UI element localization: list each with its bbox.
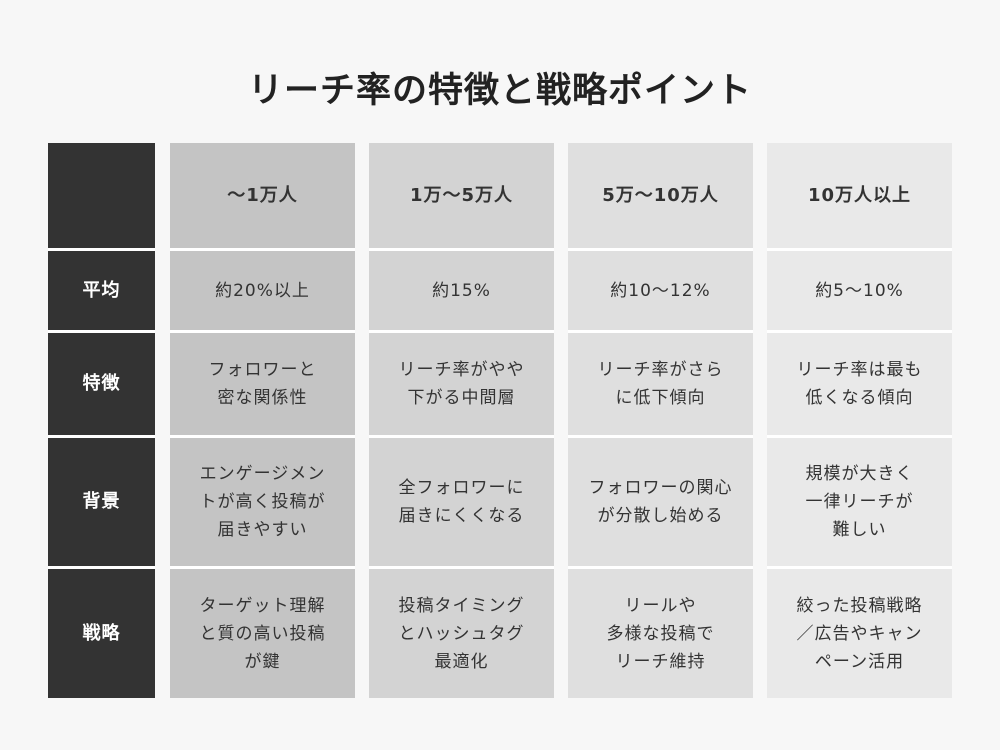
column-header: 10万人以上 [767, 143, 952, 251]
average-cell: 約20%以上 [170, 251, 355, 333]
column-10k-50k: 1万〜5万人 約15% リーチ率がやや 下がる中間層 全フォロワーに 届きにくく… [369, 143, 554, 698]
row-label-average: 平均 [48, 251, 155, 333]
background-cell: フォロワーの関心 が分散し始める [568, 438, 753, 569]
average-cell: 約5〜10% [767, 251, 952, 333]
background-cell: 全フォロワーに 届きにくくなる [369, 438, 554, 569]
row-label-strategy: 戦略 [48, 569, 155, 698]
average-cell: 約10〜12% [568, 251, 753, 333]
strategy-cell: ターゲット理解 と質の高い投稿 が鍵 [170, 569, 355, 698]
column-under-10k: 〜1万人 約20%以上 フォロワーと 密な関係性 エンゲージメン トが高く投稿が… [170, 143, 355, 698]
column-header: 5万〜10万人 [568, 143, 753, 251]
background-cell: 規模が大きく 一律リーチが 難しい [767, 438, 952, 569]
feature-cell: リーチ率がさら に低下傾向 [568, 333, 753, 438]
strategy-cell: 絞った投稿戦略 ／広告やキャン ペーン活用 [767, 569, 952, 698]
background-cell: エンゲージメン トが高く投稿が 届きやすい [170, 438, 355, 569]
column-over-100k: 10万人以上 約5〜10% リーチ率は最も 低くなる傾向 規模が大きく 一律リー… [767, 143, 952, 698]
strategy-cell: リールや 多様な投稿で リーチ維持 [568, 569, 753, 698]
feature-cell: リーチ率がやや 下がる中間層 [369, 333, 554, 438]
column-header: 1万〜5万人 [369, 143, 554, 251]
column-header: 〜1万人 [170, 143, 355, 251]
feature-cell: リーチ率は最も 低くなる傾向 [767, 333, 952, 438]
feature-cell: フォロワーと 密な関係性 [170, 333, 355, 438]
row-label-blank [48, 143, 155, 251]
strategy-cell: 投稿タイミング とハッシュタグ 最適化 [369, 569, 554, 698]
row-label-background: 背景 [48, 438, 155, 569]
average-cell: 約15% [369, 251, 554, 333]
page-title: リーチ率の特徴と戦略ポイント [247, 71, 752, 111]
row-label-feature: 特徴 [48, 333, 155, 438]
column-50k-100k: 5万〜10万人 約10〜12% リーチ率がさら に低下傾向 フォロワーの関心 が… [568, 143, 753, 698]
row-label-column: 平均 特徴 背景 戦略 [48, 143, 155, 698]
